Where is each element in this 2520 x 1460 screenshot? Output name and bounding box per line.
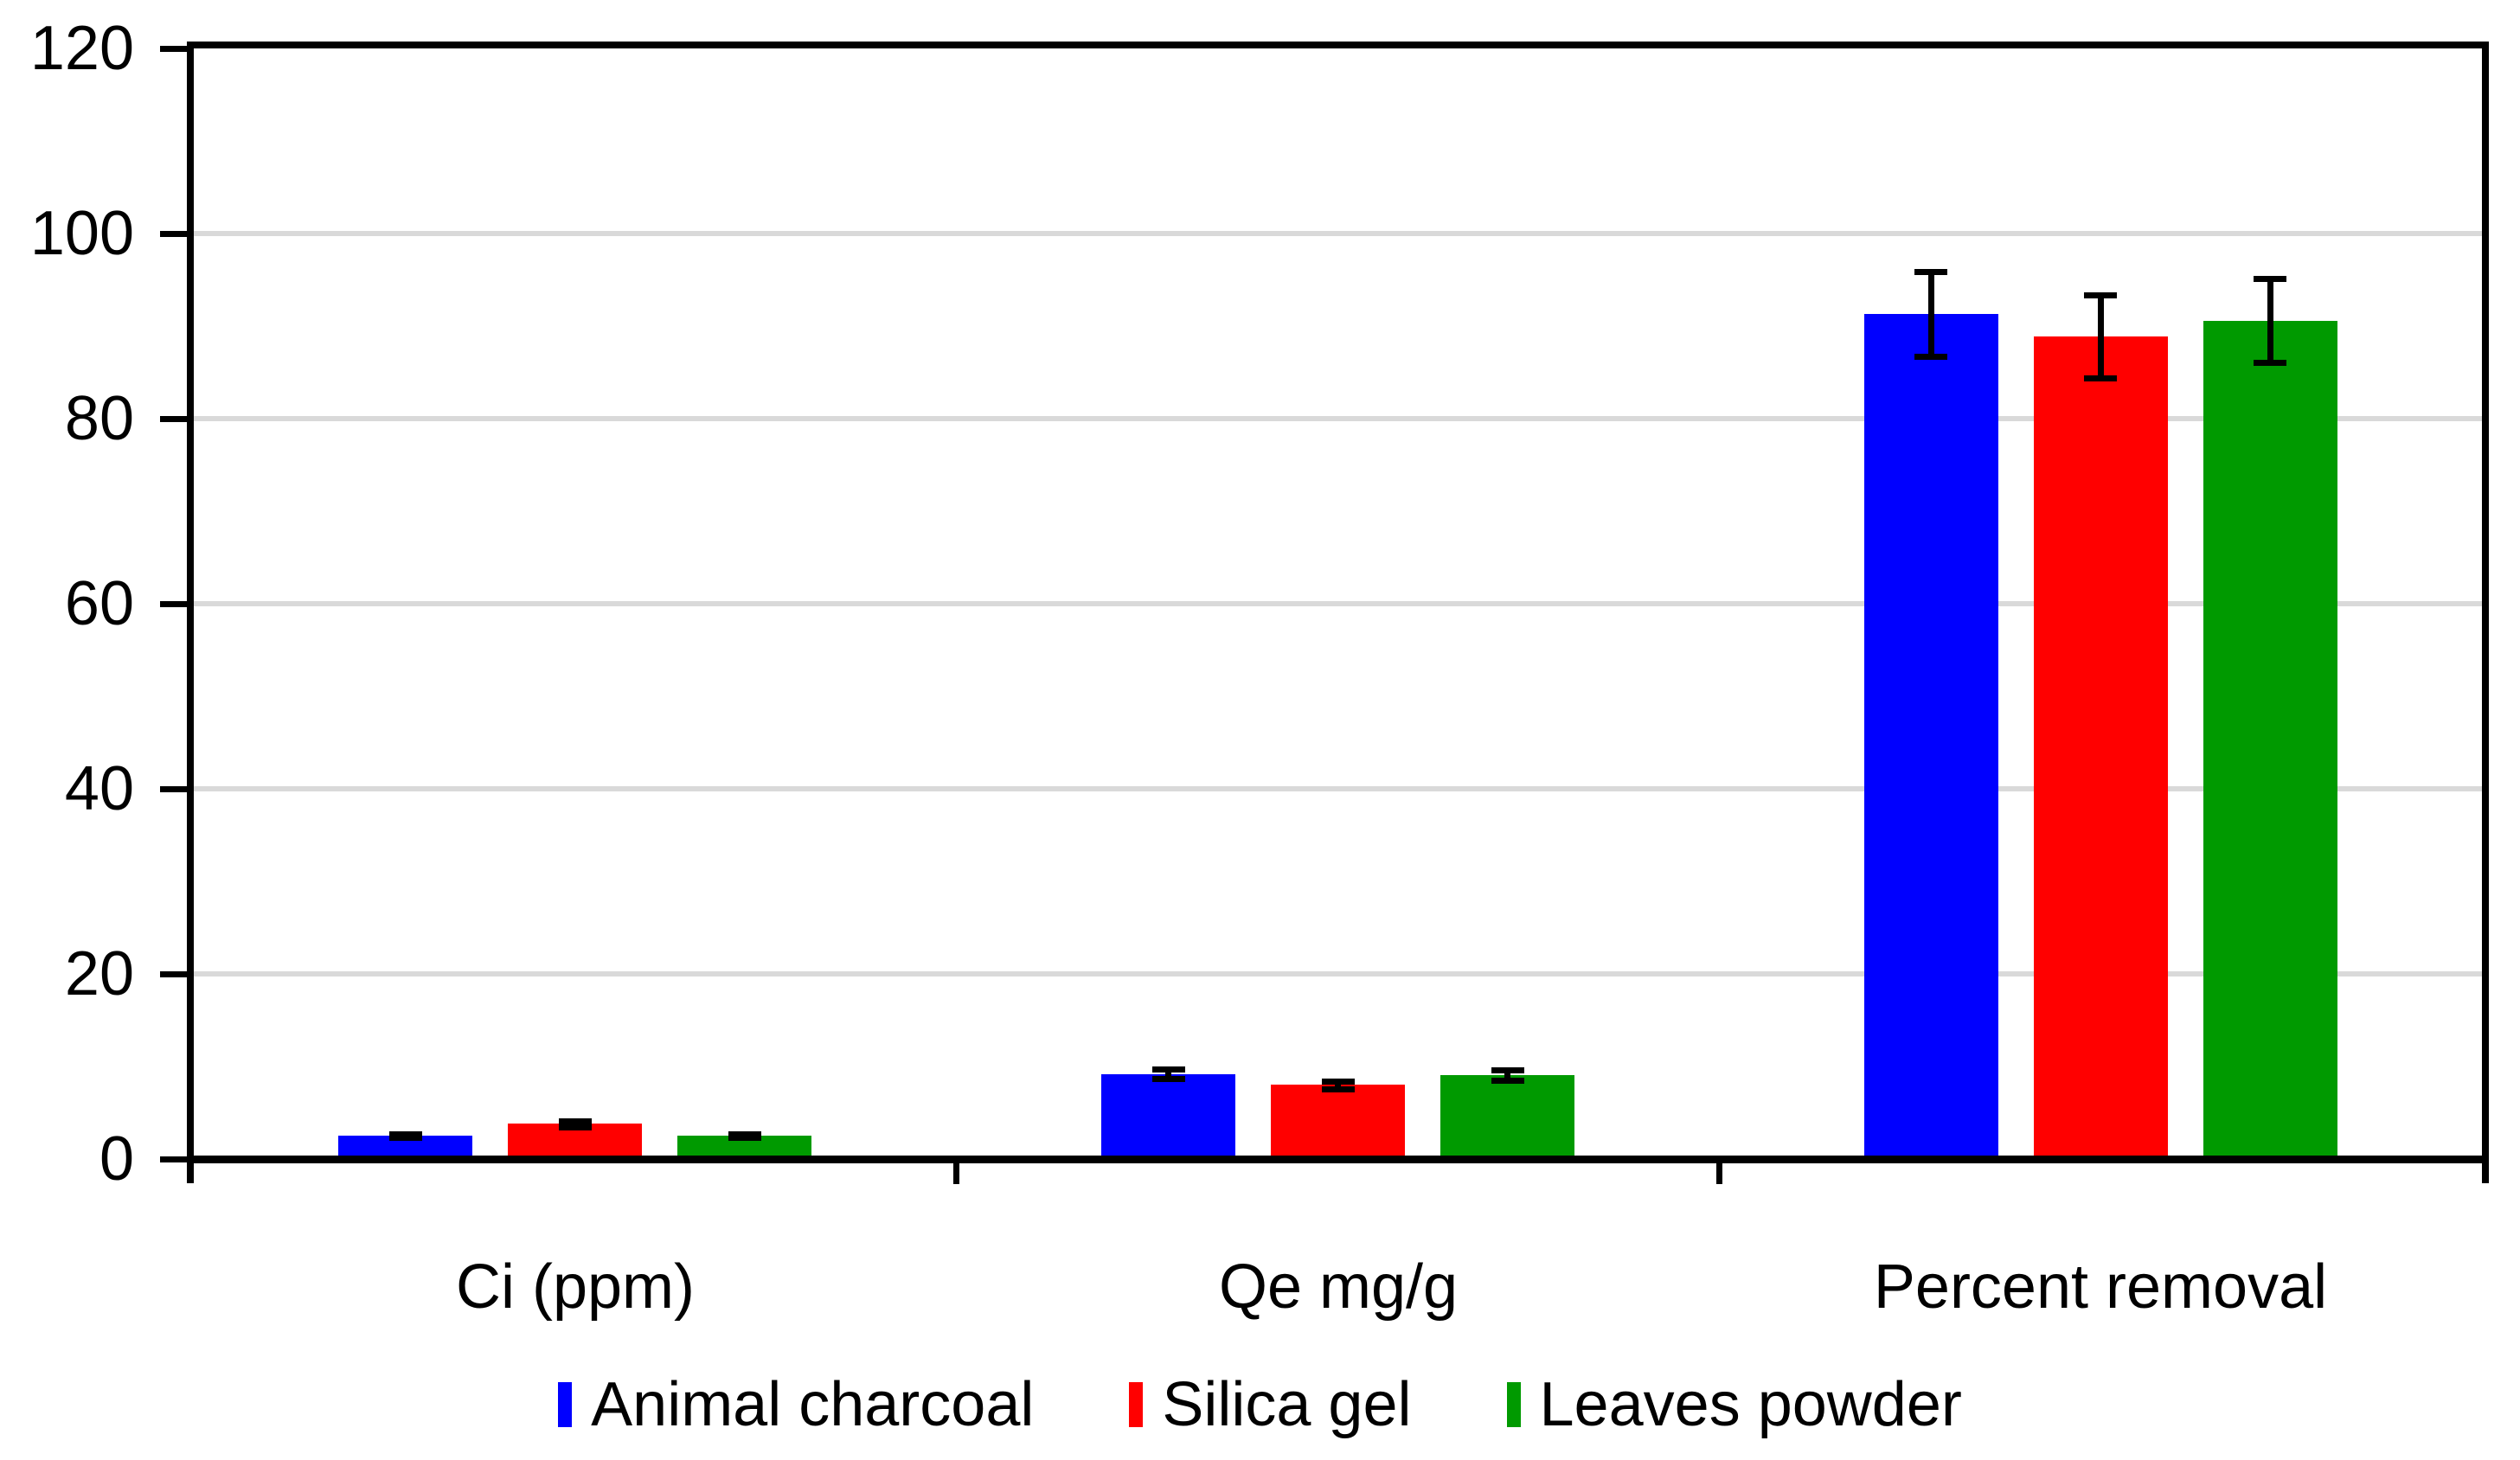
y-axis-label-60: 60	[64, 569, 134, 638]
error-bar-animal-charcoal-qe-mg-g-cap-top	[1152, 1066, 1185, 1073]
x-axis-line	[187, 1156, 2489, 1163]
legend-swatch-leaves-powder	[1506, 1382, 1521, 1427]
gridline-80	[194, 416, 2482, 421]
error-bar-leaves-powder-qe-mg-g-stroke	[1504, 1070, 1510, 1080]
error-bar-silica-gel-percent-removal-stroke	[2098, 295, 2104, 378]
error-bar-leaves-powder-percent-removal-cap-top	[2254, 276, 2286, 282]
error-bar-leaves-powder-percent-removal-cap-bottom	[2254, 360, 2286, 366]
legend-item-leaves-powder: Leaves powder	[1506, 1370, 1962, 1439]
error-bar-silica-gel-percent-removal-cap-bottom	[2084, 375, 2117, 381]
chart-legend: Animal charcoal Silica gel Leaves powder	[0, 1370, 2520, 1439]
gridline-100	[194, 231, 2482, 236]
error-bar-leaves-powder-qe-mg-g-cap-bottom	[1491, 1078, 1524, 1084]
gridline-60	[194, 601, 2482, 606]
error-bar-leaves-powder-percent-removal-stroke	[2267, 279, 2273, 362]
error-bar-animal-charcoal-percent-removal-stroke	[1928, 272, 1934, 356]
y-axis-label-100: 100	[29, 199, 134, 268]
y-axis-label-120: 120	[29, 14, 134, 83]
bar-animal-charcoal-qe-mg-g	[1101, 1074, 1235, 1156]
x-axis-tick-2	[1716, 1163, 1722, 1184]
legend-label-animal-charcoal: Animal charcoal	[591, 1370, 1035, 1439]
y-axis-tick-80	[160, 416, 187, 422]
plot-top-border	[187, 42, 2489, 48]
category-label-ci-ppm: Ci (ppm)	[455, 1252, 695, 1322]
error-bar-silica-gel-ci-ppm-cap-top	[559, 1118, 592, 1124]
error-bar-leaves-powder-ci-ppm-cap-top	[728, 1131, 761, 1137]
y-axis-label-40: 40	[64, 754, 134, 823]
legend-swatch-silica-gel	[1129, 1382, 1144, 1427]
legend-swatch-animal-charcoal	[558, 1382, 573, 1427]
x-axis-tick-1	[953, 1163, 959, 1184]
bar-animal-charcoal-percent-removal	[1864, 314, 1998, 1156]
category-label-percent-removal: Percent removal	[1873, 1252, 2328, 1322]
error-bar-animal-charcoal-percent-removal-cap-bottom	[1914, 354, 1947, 360]
bar-animal-charcoal-ci-ppm	[338, 1136, 472, 1156]
error-bar-leaves-powder-ci-ppm-cap-bottom	[728, 1135, 761, 1141]
bar-silica-gel-qe-mg-g	[1271, 1085, 1405, 1156]
y-axis-label-20: 20	[64, 939, 134, 1009]
error-bar-animal-charcoal-ci-ppm-cap-top	[389, 1131, 422, 1137]
y-axis-tick-120	[160, 46, 187, 52]
y-axis-tick-0	[160, 1156, 187, 1162]
y-axis-tick-20	[160, 971, 187, 977]
gridline-20	[194, 971, 2482, 977]
error-bar-silica-gel-qe-mg-g-cap-bottom	[1322, 1086, 1355, 1092]
y-axis-label-0: 0	[99, 1124, 134, 1194]
error-bar-animal-charcoal-percent-removal-cap-top	[1914, 269, 1947, 275]
legend-item-animal-charcoal: Animal charcoal	[558, 1370, 1034, 1439]
error-bar-animal-charcoal-ci-ppm-cap-bottom	[389, 1135, 422, 1141]
bar-silica-gel-percent-removal	[2034, 336, 2168, 1156]
legend-item-silica-gel: Silica gel	[1129, 1370, 1412, 1439]
error-bar-animal-charcoal-qe-mg-g-cap-bottom	[1152, 1076, 1185, 1082]
error-bar-silica-gel-ci-ppm-cap-bottom	[559, 1124, 592, 1130]
error-bar-leaves-powder-qe-mg-g-cap-top	[1491, 1067, 1524, 1073]
error-bar-silica-gel-qe-mg-g-cap-top	[1322, 1079, 1355, 1085]
error-bar-silica-gel-qe-mg-g-stroke	[1335, 1081, 1341, 1090]
bar-leaves-powder-qe-mg-g	[1440, 1075, 1574, 1156]
gridline-40	[194, 786, 2482, 791]
bar-leaves-powder-ci-ppm	[677, 1136, 811, 1156]
y-axis-tick-60	[160, 601, 187, 607]
y-axis-tick-100	[160, 231, 187, 237]
y-axis-tick-40	[160, 786, 187, 792]
y-axis-line	[187, 42, 194, 1183]
category-label-qe-mg-g: Qe mg/g	[1218, 1252, 1459, 1322]
bar-leaves-powder-percent-removal	[2203, 321, 2337, 1156]
y-axis-label-80: 80	[64, 384, 134, 453]
plot-right-border	[2482, 42, 2489, 1183]
error-bar-animal-charcoal-qe-mg-g-stroke	[1165, 1069, 1171, 1079]
legend-label-silica-gel: Silica gel	[1162, 1370, 1412, 1439]
legend-label-leaves-powder: Leaves powder	[1539, 1370, 1962, 1439]
error-bar-silica-gel-percent-removal-cap-top	[2084, 292, 2117, 298]
